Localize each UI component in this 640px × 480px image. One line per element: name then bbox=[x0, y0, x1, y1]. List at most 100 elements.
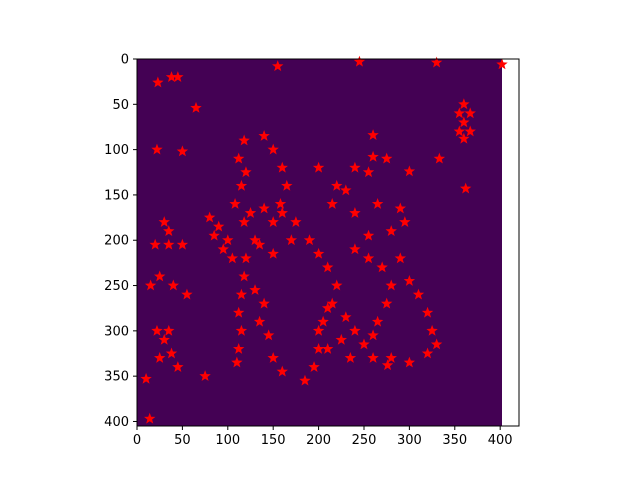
data-point bbox=[349, 161, 361, 173]
data-point bbox=[335, 333, 347, 345]
x-tick-label: 400 bbox=[488, 433, 513, 448]
data-point bbox=[362, 252, 375, 264]
data-points bbox=[140, 55, 508, 424]
data-point bbox=[203, 211, 216, 223]
x-tick-label: 50 bbox=[174, 433, 191, 448]
data-point bbox=[459, 182, 472, 194]
data-point bbox=[244, 207, 257, 218]
data-point bbox=[249, 234, 261, 246]
data-point bbox=[464, 107, 476, 119]
data-point bbox=[258, 202, 270, 214]
data-point bbox=[253, 315, 266, 327]
data-point bbox=[458, 98, 470, 110]
data-point bbox=[371, 197, 384, 209]
data-point bbox=[340, 184, 352, 196]
data-point bbox=[235, 179, 248, 191]
y-tick-label: 250 bbox=[104, 279, 129, 294]
data-point bbox=[144, 279, 157, 291]
data-point bbox=[403, 356, 416, 368]
data-point bbox=[267, 216, 279, 227]
data-point bbox=[376, 261, 388, 273]
data-point bbox=[276, 365, 288, 377]
data-point bbox=[412, 288, 425, 300]
data-point bbox=[163, 225, 175, 237]
y-tick-label: 50 bbox=[112, 98, 129, 113]
data-point bbox=[240, 166, 252, 178]
data-point bbox=[326, 197, 338, 209]
data-point bbox=[430, 56, 443, 68]
data-point bbox=[312, 247, 325, 259]
y-tick-label: 400 bbox=[104, 415, 129, 430]
data-point bbox=[399, 216, 411, 227]
data-point bbox=[458, 132, 470, 144]
data-point bbox=[403, 165, 416, 177]
data-point bbox=[151, 143, 163, 155]
x-tick-label: 250 bbox=[352, 433, 377, 448]
data-point bbox=[308, 361, 320, 372]
data-point bbox=[321, 342, 334, 354]
data-point bbox=[272, 60, 284, 72]
data-point bbox=[274, 197, 287, 209]
x-tick-label: 0 bbox=[133, 433, 141, 448]
data-point bbox=[281, 179, 293, 191]
data-point bbox=[165, 347, 178, 359]
data-point bbox=[367, 352, 379, 363]
image-area bbox=[137, 59, 502, 426]
data-point bbox=[217, 243, 229, 255]
data-point bbox=[321, 302, 334, 314]
y-tick-label: 350 bbox=[104, 370, 129, 385]
data-point bbox=[285, 234, 298, 246]
data-point bbox=[433, 152, 446, 164]
data-point bbox=[267, 143, 279, 155]
data-point bbox=[403, 275, 416, 286]
data-point bbox=[163, 324, 175, 336]
y-tick-label: 150 bbox=[104, 188, 129, 203]
data-point bbox=[235, 288, 248, 300]
data-point bbox=[240, 252, 252, 264]
x-tick-label: 350 bbox=[442, 433, 467, 448]
data-point bbox=[367, 150, 379, 162]
data-point bbox=[253, 238, 266, 250]
data-point bbox=[358, 338, 370, 350]
x-tick-label: 200 bbox=[306, 433, 331, 448]
data-point bbox=[496, 58, 508, 70]
data-point bbox=[312, 342, 325, 354]
data-point bbox=[167, 279, 180, 291]
y-tick-label: 100 bbox=[104, 143, 129, 158]
data-point bbox=[226, 252, 239, 264]
data-point bbox=[181, 288, 193, 300]
data-point bbox=[367, 329, 379, 341]
data-point bbox=[303, 234, 316, 246]
data-point bbox=[158, 216, 170, 227]
data-point bbox=[340, 311, 352, 323]
data-point bbox=[394, 202, 407, 214]
data-point bbox=[276, 207, 288, 218]
data-point bbox=[349, 324, 361, 336]
data-point bbox=[331, 179, 343, 191]
data-point bbox=[430, 338, 443, 350]
data-point bbox=[331, 279, 343, 291]
data-point bbox=[349, 243, 361, 255]
data-point bbox=[152, 76, 164, 88]
data-point bbox=[153, 270, 166, 282]
data-point bbox=[262, 329, 275, 341]
data-point bbox=[385, 279, 397, 291]
data-point bbox=[144, 412, 156, 424]
y-tick-label: 0 bbox=[121, 53, 129, 68]
data-point bbox=[299, 374, 311, 386]
data-point bbox=[258, 130, 270, 141]
data-point bbox=[213, 220, 225, 232]
data-point bbox=[249, 284, 261, 295]
data-point bbox=[421, 347, 434, 359]
data-point bbox=[151, 324, 163, 336]
x-tick-label: 100 bbox=[215, 433, 240, 448]
data-point bbox=[321, 261, 334, 273]
data-point bbox=[235, 324, 248, 336]
data-point bbox=[421, 306, 434, 318]
data-point bbox=[208, 229, 220, 241]
data-point bbox=[344, 352, 357, 363]
data-point bbox=[362, 229, 375, 241]
data-point bbox=[380, 152, 393, 164]
data-point bbox=[290, 216, 302, 227]
